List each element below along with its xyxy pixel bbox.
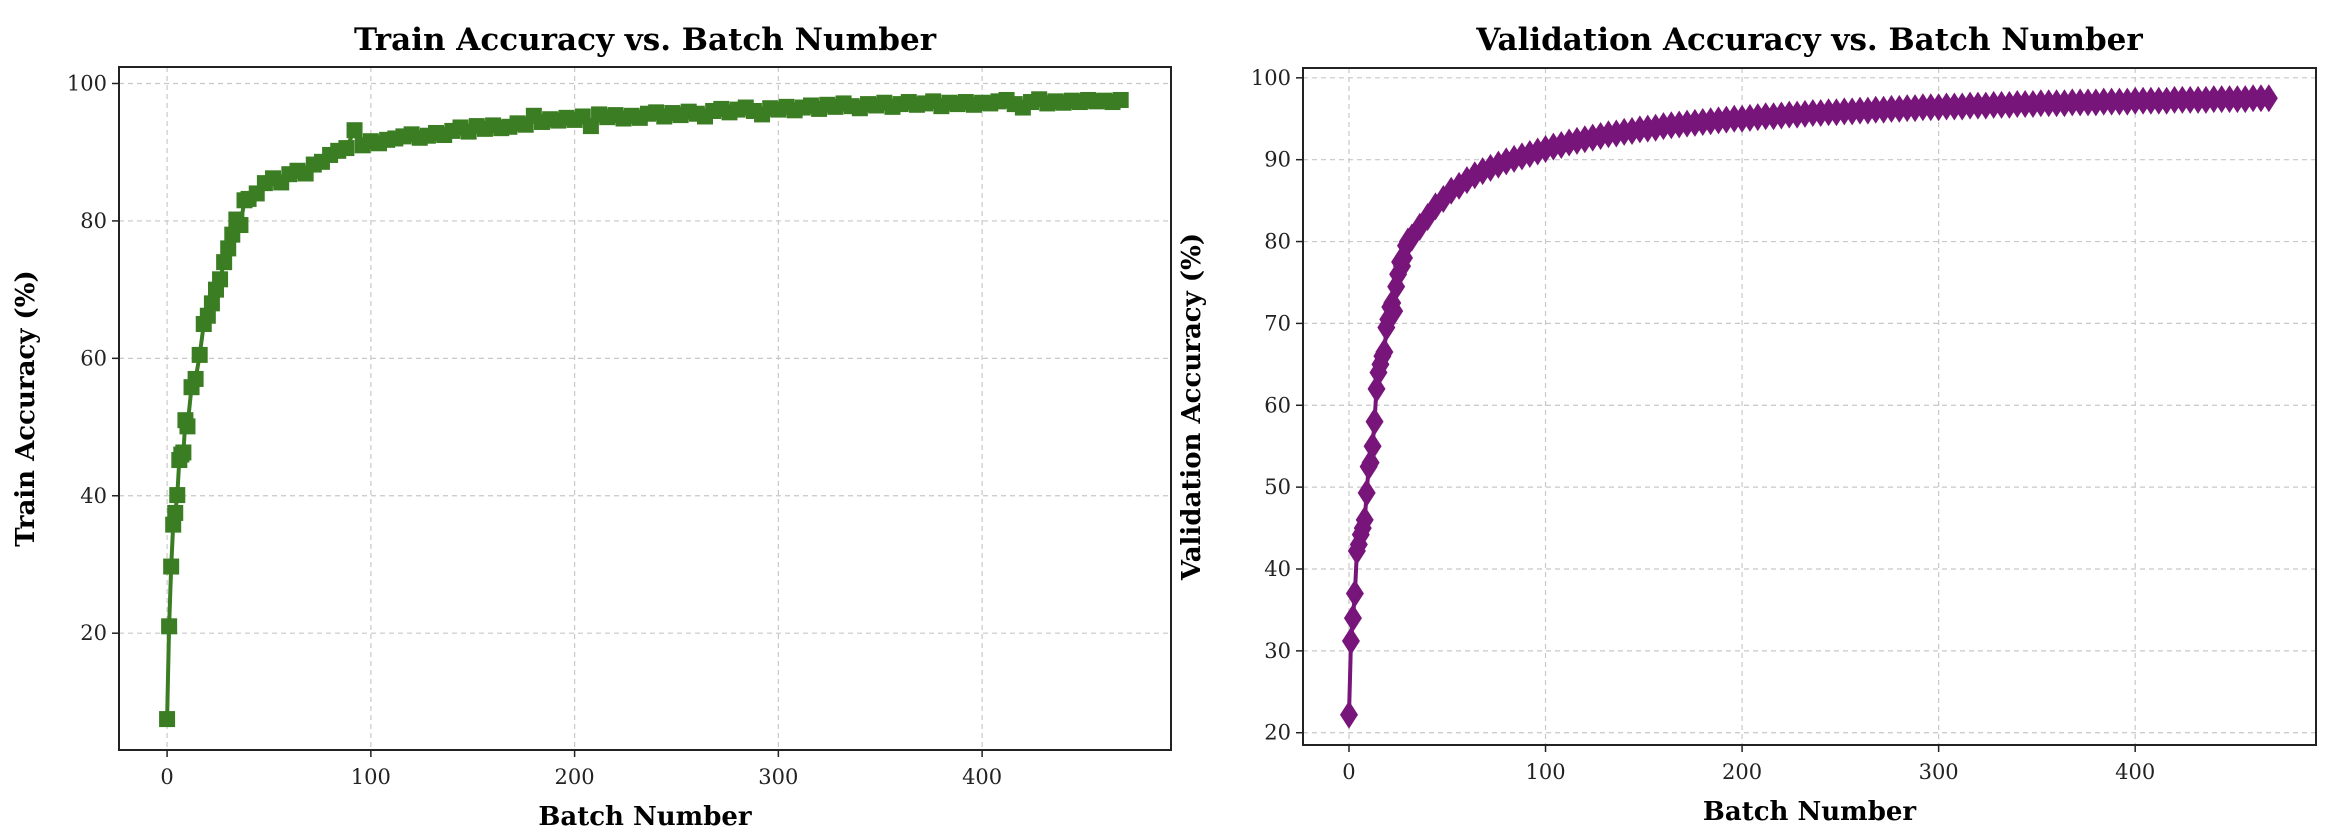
- x-tick-label: 0: [1342, 760, 1355, 784]
- data-point-marker: [232, 217, 249, 234]
- x-tick-label: 100: [351, 765, 391, 789]
- x-tick-label: 200: [555, 765, 595, 789]
- y-tick-label: 20: [80, 621, 107, 645]
- data-point-marker: [212, 271, 229, 288]
- x-tick-label: 0: [160, 765, 173, 789]
- series-line: [165, 97, 1122, 720]
- y-tick-label: 90: [1264, 148, 1291, 172]
- y-tick-label: 20: [1264, 721, 1291, 745]
- data-point-marker: [338, 140, 355, 157]
- data-point-marker: [1112, 91, 1129, 108]
- data-point-marker: [1385, 297, 1404, 326]
- data-point-marker: [1355, 505, 1374, 534]
- data-point-marker: [163, 558, 180, 575]
- x-tick-label: 400: [2115, 760, 2155, 784]
- x-axis-label: Batch Number: [1703, 797, 1917, 827]
- y-axis-label: Validation Accuracy (%): [1177, 233, 1207, 581]
- axes-frame: [118, 66, 1172, 751]
- data-point-marker: [1341, 627, 1360, 656]
- y-tick-label: 40: [80, 484, 107, 508]
- y-tick-label: 60: [80, 346, 107, 370]
- x-tick-label: 300: [758, 765, 798, 789]
- x-axis-label: Batch Number: [538, 802, 752, 830]
- y-axis-label: Train Accuracy (%): [11, 270, 41, 546]
- data-point-marker: [187, 370, 204, 387]
- data-point-marker: [191, 346, 208, 363]
- data-point-marker: [199, 307, 216, 324]
- data-point-marker: [179, 418, 196, 435]
- axes-frame: [1302, 67, 2317, 746]
- x-tick-label: 200: [1722, 760, 1762, 784]
- data-point-marker: [220, 240, 237, 257]
- train-accuracy-chart: 0 100 200 300 400 20 40 60 80 100 Train Accuracy v…: [11, 22, 1172, 830]
- data-point-marker: [1365, 407, 1384, 436]
- data-point-marker: [1375, 338, 1394, 367]
- data-point-marker: [346, 122, 363, 139]
- y-tick-label: 100: [67, 71, 107, 95]
- data-point-marker: [175, 444, 192, 461]
- data-point-marker: [216, 254, 233, 271]
- data-point-marker: [159, 711, 176, 728]
- data-point-marker: [1343, 604, 1362, 633]
- y-tick-label: 30: [1264, 639, 1291, 663]
- y-tick-label: 60: [1264, 393, 1291, 417]
- x-tick-label: 400: [962, 765, 1002, 789]
- y-tick-label: 100: [1251, 66, 1291, 90]
- data-point-marker: [161, 618, 178, 635]
- y-tick-label: 40: [1264, 557, 1291, 581]
- series-line: [1347, 96, 2269, 715]
- data-point-marker: [1339, 700, 1358, 729]
- y-tick-label: 50: [1264, 475, 1291, 499]
- y-tick-label: 80: [80, 209, 107, 233]
- y-tick-label: 70: [1264, 311, 1291, 335]
- data-point-marker: [1357, 478, 1376, 507]
- chart-title: Validation Accuracy vs. Batch Number: [1475, 22, 2143, 58]
- chart-title: Train Accuracy vs. Batch Number: [354, 22, 937, 58]
- x-tick-label: 100: [1525, 760, 1565, 784]
- x-tick-label: 300: [1919, 760, 1959, 784]
- data-point-marker: [203, 295, 220, 312]
- data-point-marker: [1363, 432, 1382, 461]
- y-tick-label: 80: [1264, 230, 1291, 254]
- data-point-marker: [2259, 84, 2278, 113]
- data-point-marker: [1345, 579, 1364, 608]
- data-point-marker: [167, 504, 184, 521]
- validation-accuracy-chart: 0 100 200 300 400 20 30 40 50 60 70 80 90 100 Validati…: [1177, 22, 2317, 827]
- data-point-marker: [169, 487, 186, 504]
